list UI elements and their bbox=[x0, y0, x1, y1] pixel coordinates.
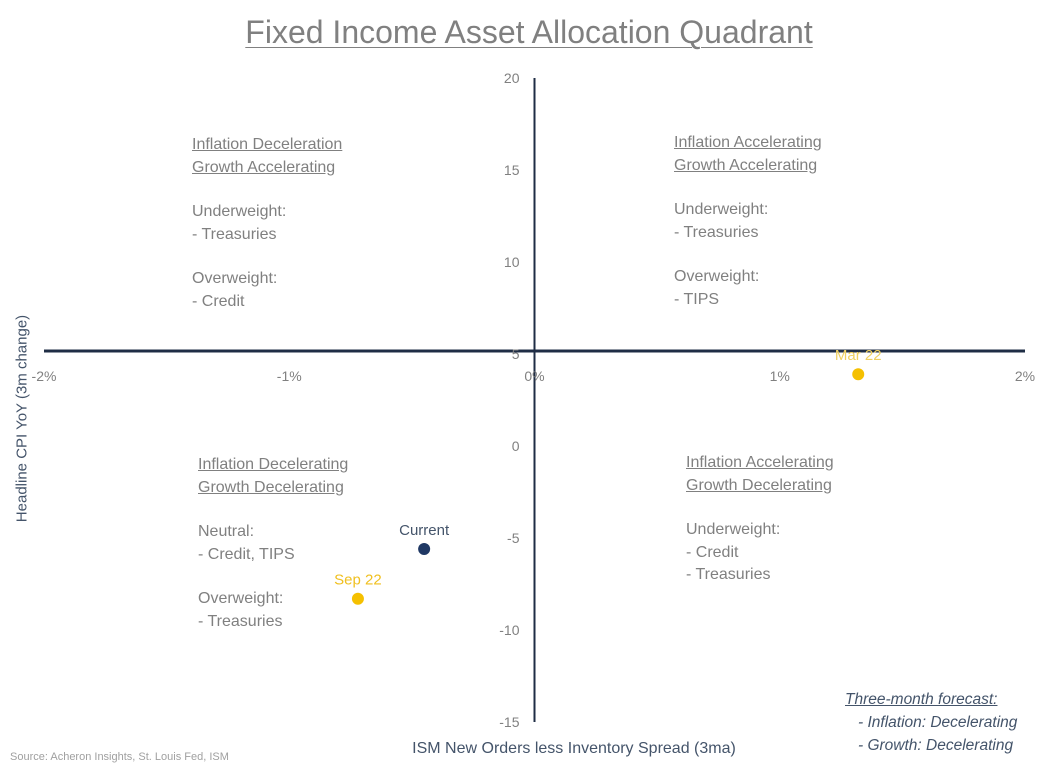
x-tick-label: 2% bbox=[1015, 368, 1035, 384]
data-point-label: Mar 22 bbox=[835, 347, 882, 364]
quadrant-heading: Growth Decelerating bbox=[198, 478, 344, 496]
data-point bbox=[418, 543, 431, 556]
y-tick-label: 5 bbox=[512, 346, 520, 362]
x-tick-label: -2% bbox=[32, 368, 57, 384]
y-tick-label: 20 bbox=[504, 70, 520, 86]
y-tick-label: -5 bbox=[507, 530, 520, 546]
y-tick-label: -10 bbox=[499, 622, 519, 638]
y-tick-label: 10 bbox=[504, 254, 520, 270]
quadrant-text: Overweight: bbox=[192, 270, 278, 287]
quadrant-heading: Inflation Accelerating bbox=[674, 134, 822, 151]
quadrant-heading: Inflation Accelerating bbox=[686, 454, 834, 471]
quadrant-text: Overweight: bbox=[198, 590, 284, 607]
quadrant-text: - Credit bbox=[686, 543, 739, 561]
quadrant-text: - Credit bbox=[192, 292, 245, 310]
x-tick-label: 1% bbox=[770, 368, 790, 384]
y-tick-label: -15 bbox=[499, 714, 519, 730]
quadrant-heading: Growth Accelerating bbox=[674, 156, 818, 174]
quadrant-text: Underweight: bbox=[686, 521, 781, 538]
quadrant-text: - Treasuries bbox=[198, 612, 283, 630]
x-tick-label: -1% bbox=[277, 368, 302, 384]
x-tick-label: 0% bbox=[524, 368, 544, 384]
quadrant-heading: Growth Decelerating bbox=[686, 476, 832, 494]
quadrant-top-left: Inflation Deceleration Growth Accelerati… bbox=[192, 134, 342, 313]
y-tick-label: 0 bbox=[512, 438, 520, 454]
data-point bbox=[852, 368, 865, 381]
data-point-label: Current bbox=[399, 522, 450, 539]
quadrant-text: - Treasuries bbox=[686, 566, 771, 583]
quadrant-text: Underweight: bbox=[192, 203, 287, 220]
quadrant-text: - Credit, TIPS bbox=[198, 545, 295, 563]
quadrant-top-right: Inflation Accelerating Growth Accelerati… bbox=[674, 132, 822, 311]
source-note: Source: Acheron Insights, St. Louis Fed,… bbox=[10, 751, 229, 763]
y-tick-label: 15 bbox=[504, 162, 520, 178]
y-axis-label: Headline CPI YoY (3m change) bbox=[13, 314, 31, 523]
quadrant-text: Neutral: bbox=[198, 523, 255, 540]
chart-title: Fixed Income Asset Allocation Quadrant bbox=[245, 14, 813, 50]
quadrant-heading: Growth Accelerating bbox=[192, 158, 336, 176]
forecast-inflation: - Inflation: Decelerating bbox=[858, 714, 1018, 731]
data-point-label: Sep 22 bbox=[334, 572, 382, 589]
quadrant-bottom-left: Inflation Decelerating Growth Decelerati… bbox=[198, 454, 348, 633]
forecast-title: Three-month forecast: bbox=[845, 691, 998, 708]
data-point bbox=[351, 592, 364, 605]
quadrant-bottom-right: Inflation Accelerating Growth Decelerati… bbox=[686, 452, 834, 587]
x-axis-label: ISM New Orders less Inventory Spread (3m… bbox=[412, 740, 736, 757]
quadrant-text: - Treasuries bbox=[192, 225, 277, 243]
quadrant-text: Overweight: bbox=[674, 268, 760, 285]
quadrant-heading: Inflation Decelerating bbox=[198, 456, 349, 473]
forecast-note: Three-month forecast: - Inflation: Decel… bbox=[845, 688, 1017, 757]
quadrant-text: - Treasuries bbox=[674, 223, 759, 241]
quadrant-text: - TIPS bbox=[674, 290, 720, 308]
quadrant-text: Underweight: bbox=[674, 201, 769, 218]
quadrant-heading: Inflation Deceleration bbox=[192, 136, 343, 153]
forecast-growth: - Growth: Decelerating bbox=[858, 737, 1014, 754]
